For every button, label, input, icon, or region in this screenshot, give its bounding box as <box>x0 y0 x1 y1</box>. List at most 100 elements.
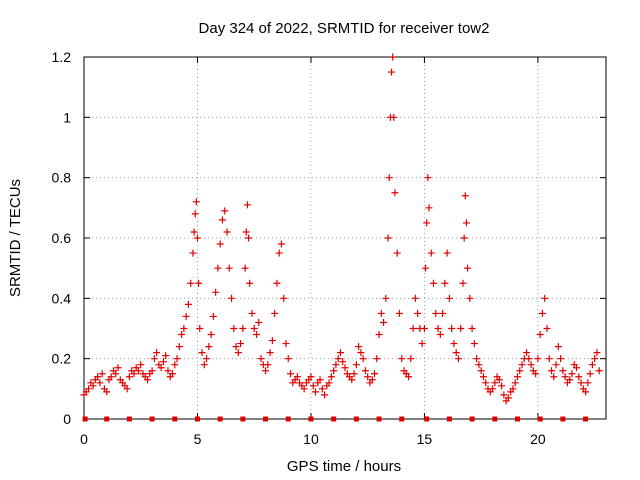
data-point <box>209 312 217 320</box>
data-point <box>443 249 451 257</box>
y-axis-label: SRMTID / TECUs <box>7 179 24 297</box>
data-point <box>150 355 158 363</box>
data-point <box>196 325 204 332</box>
data-point <box>498 382 506 390</box>
data-point <box>461 192 469 200</box>
data-point <box>395 309 403 317</box>
baseline-marker <box>583 416 589 422</box>
y-tick-label: 1.2 <box>52 49 72 65</box>
data-point <box>85 385 93 393</box>
baseline-marker <box>82 416 88 422</box>
data-point <box>307 373 315 381</box>
data-point <box>577 379 585 387</box>
data-point <box>541 294 549 302</box>
data-point <box>318 385 326 393</box>
data-point <box>518 361 526 369</box>
x-tick-label: 10 <box>303 431 319 447</box>
data-point <box>94 373 102 381</box>
data-point <box>414 309 422 317</box>
data-point <box>191 210 199 218</box>
data-point <box>489 385 497 393</box>
data-point <box>187 279 195 287</box>
data-point <box>327 373 335 381</box>
baseline-markers <box>82 416 589 422</box>
data-point <box>114 364 122 372</box>
baseline-marker <box>263 416 269 422</box>
data-point <box>375 331 383 339</box>
data-point <box>398 355 406 363</box>
data-point <box>380 318 388 326</box>
data-point <box>420 325 428 332</box>
y-tick-label: 1 <box>63 109 71 125</box>
data-point <box>96 379 104 387</box>
data-point <box>242 228 250 236</box>
data-point <box>189 249 197 257</box>
data-point <box>388 68 396 76</box>
data-point <box>212 288 220 296</box>
data-point <box>334 355 342 363</box>
data-point <box>561 373 569 381</box>
data-point <box>192 198 200 206</box>
data-point <box>336 349 344 357</box>
data-point <box>385 174 393 182</box>
data-point <box>246 279 254 287</box>
data-point <box>523 349 531 357</box>
data-point <box>552 361 560 369</box>
data-point <box>441 279 449 287</box>
data-point <box>477 367 485 375</box>
data-point <box>214 264 222 272</box>
data-point <box>525 355 533 363</box>
data-point <box>390 113 398 121</box>
data-points <box>80 53 603 405</box>
data-point <box>239 325 247 332</box>
data-point <box>190 228 198 236</box>
data-point <box>422 264 430 272</box>
baseline-marker <box>514 416 520 422</box>
y-tick-label: 0 <box>63 411 71 427</box>
data-point <box>391 189 399 197</box>
baseline-marker <box>537 416 543 422</box>
data-point <box>262 367 270 375</box>
baseline-marker <box>172 416 178 422</box>
baseline-marker <box>331 416 337 422</box>
y-tick-label: 0.2 <box>52 351 72 367</box>
data-point <box>511 379 519 387</box>
data-point <box>171 361 179 369</box>
data-point <box>355 343 363 351</box>
data-point <box>448 325 456 332</box>
data-point <box>268 337 276 345</box>
data-point <box>230 325 238 332</box>
data-point <box>534 355 542 363</box>
data-point <box>300 385 308 393</box>
data-point <box>482 379 490 387</box>
data-point <box>368 376 376 384</box>
data-point <box>321 391 329 399</box>
data-point <box>389 53 397 61</box>
data-point <box>330 367 338 375</box>
data-point <box>250 325 258 332</box>
data-point <box>554 343 562 351</box>
data-point <box>203 355 211 363</box>
x-tick-label: 0 <box>80 431 88 447</box>
data-point <box>470 340 478 348</box>
data-point <box>454 355 462 363</box>
data-point <box>532 370 540 378</box>
baseline-marker <box>446 416 452 422</box>
data-point <box>466 294 474 302</box>
data-point <box>452 349 460 357</box>
data-point <box>123 385 131 393</box>
data-point <box>568 370 576 378</box>
data-point <box>462 219 470 227</box>
data-point <box>427 249 435 257</box>
data-point <box>527 361 535 369</box>
data-point <box>430 279 438 287</box>
data-point <box>180 325 188 332</box>
data-point <box>439 309 447 317</box>
data-point <box>175 343 183 351</box>
data-point <box>407 355 415 363</box>
data-point <box>595 367 603 375</box>
data-point <box>280 294 288 302</box>
data-point <box>495 376 503 384</box>
data-point <box>252 331 260 339</box>
data-point <box>159 358 167 366</box>
